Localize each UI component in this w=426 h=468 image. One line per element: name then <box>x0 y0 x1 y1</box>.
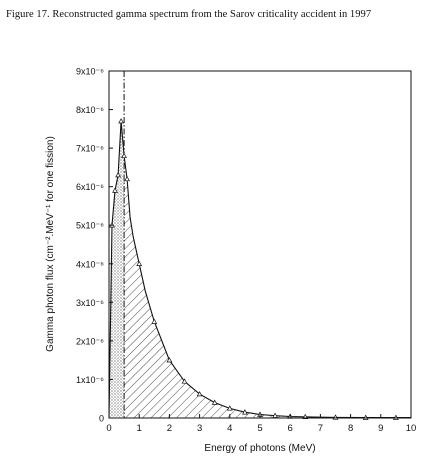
data-point-marker <box>242 409 248 415</box>
data-point-marker <box>112 187 118 193</box>
y-tick-label: 2x10⁻⁶ <box>76 336 104 346</box>
data-point-marker <box>124 175 130 182</box>
data-point-marker <box>115 172 121 178</box>
spectrum-curve <box>108 121 411 419</box>
data-point-marker <box>226 405 233 411</box>
y-tick-label: 6x10⁻⁶ <box>76 182 104 192</box>
plot-markers <box>109 118 399 420</box>
low-energy-region <box>109 121 125 418</box>
x-tick-label: 7 <box>318 423 323 434</box>
plot-fills <box>109 121 411 419</box>
y-tick-label: 1x10⁻⁶ <box>76 375 104 385</box>
data-point-marker <box>151 318 158 324</box>
x-tick-label: 2 <box>167 423 172 434</box>
y-tick-label: 0 <box>99 414 104 424</box>
y-axis-label: Gamma photon flux (cm⁻².MeV⁻¹ for one fi… <box>45 136 56 352</box>
x-tick-label: 0 <box>106 423 111 434</box>
data-point-marker <box>118 118 124 124</box>
y-tick-label: 7x10⁻⁶ <box>76 144 104 154</box>
x-ticks: 0 1 2 3 4 5 6 7 8 9 10 <box>106 414 416 434</box>
x-axis-label: Energy of photons (MeV) <box>204 443 315 454</box>
x-tick-label: 5 <box>257 423 262 434</box>
hatched-region <box>124 155 411 419</box>
data-point-marker <box>121 152 127 159</box>
y-tick-label: 4x10⁻⁶ <box>76 259 104 269</box>
x-tick-label: 6 <box>288 423 293 434</box>
y-tick-label: 5x10⁻⁶ <box>76 221 104 231</box>
y-tick-label: 3x10⁻⁶ <box>76 298 104 308</box>
data-point-marker <box>181 378 188 384</box>
x-tick-label: 10 <box>406 423 417 434</box>
y-tick-label: 8x10⁻⁶ <box>76 105 104 115</box>
x-tick-label: 9 <box>378 423 383 434</box>
x-tick-label: 3 <box>197 423 202 434</box>
figure-caption: Figure 17. Reconstructed gamma spectrum … <box>6 9 372 20</box>
x-tick-label: 1 <box>137 423 142 434</box>
plot-lines <box>108 71 411 419</box>
data-point-marker <box>211 399 218 405</box>
y-tick-label: 9x10⁻⁶ <box>76 67 104 77</box>
data-point-marker <box>136 260 143 266</box>
x-tick-label: 4 <box>227 423 232 434</box>
data-point-marker <box>196 391 203 397</box>
x-tick-label: 8 <box>348 423 353 434</box>
y-ticks: 0 1x10⁻⁶ 2x10⁻⁶ 3x10⁻⁶ 4x10⁻⁶ 5x10⁻⁶ 6x10⁻⁶ 7x1… <box>76 67 113 424</box>
data-point-marker <box>166 357 173 363</box>
